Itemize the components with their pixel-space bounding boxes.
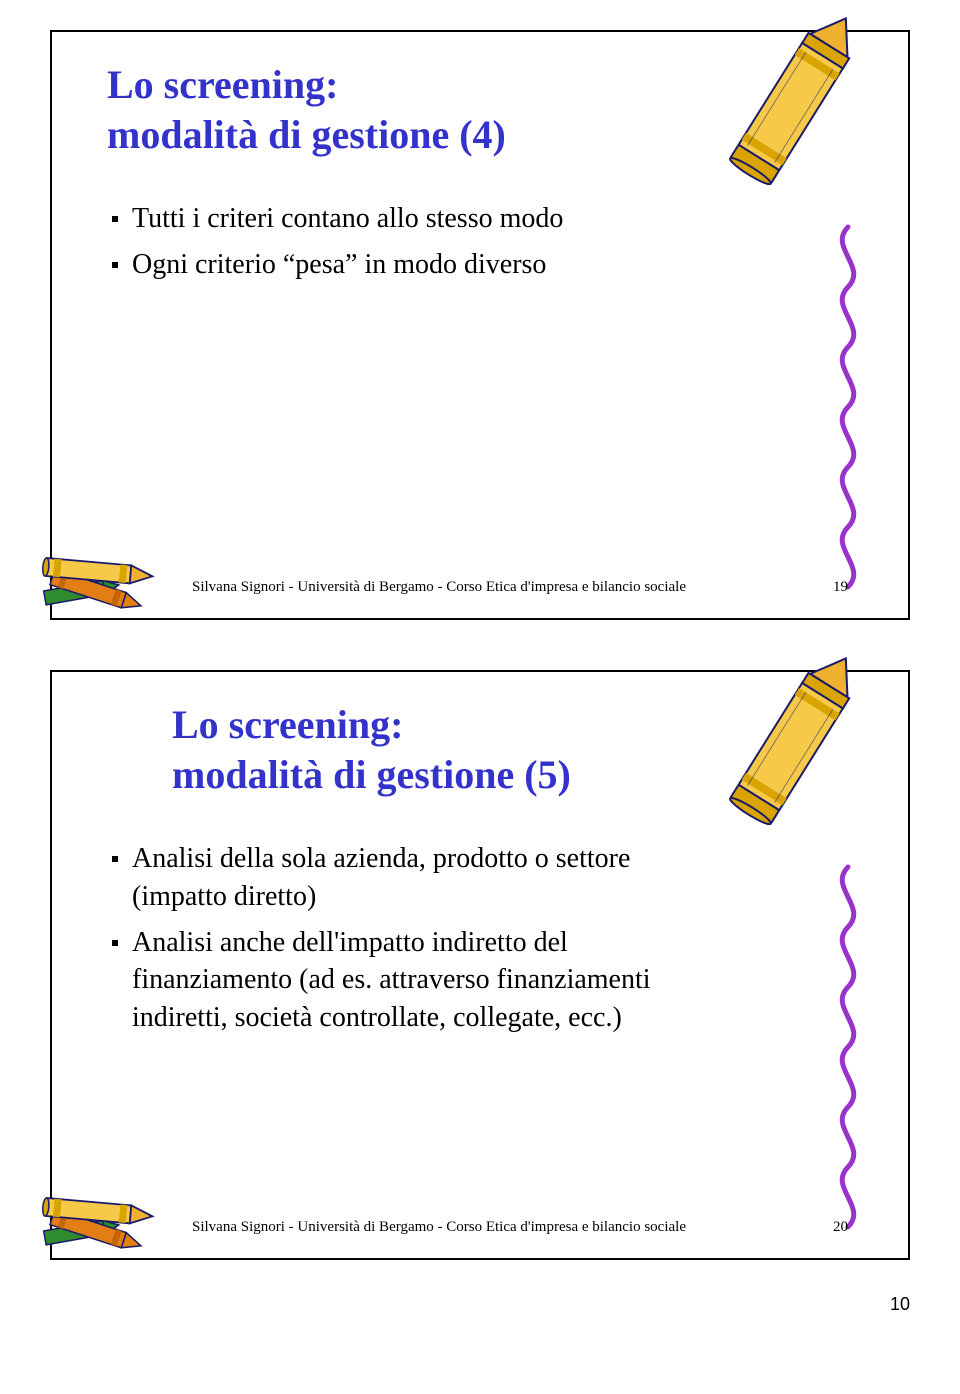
bullet-list: Tutti i criteri contano allo stesso modo…: [52, 170, 908, 284]
bullet-text: Analisi anche dell'impatto indiretto del…: [132, 924, 688, 1037]
bullet-dot-icon: [112, 262, 118, 268]
crayon-group-icon: [37, 1169, 187, 1264]
footer-text: Silvana Signori - Università di Bergamo …: [192, 579, 686, 596]
bullet-text: Analisi della sola azienda, prodotto o s…: [132, 840, 688, 916]
bullet-item: Ogni criterio “pesa” in modo diverso: [112, 246, 708, 284]
crayon-group-icon: [37, 529, 187, 624]
slide-footer: Silvana Signori - Università di Bergamo …: [192, 579, 848, 596]
bullet-dot-icon: [112, 940, 118, 946]
slide-footer: Silvana Signori - Università di Bergamo …: [192, 1219, 848, 1236]
footer-text: Silvana Signori - Università di Bergamo …: [192, 1219, 686, 1236]
slide-number: 19: [833, 579, 848, 596]
bullet-text: Ogni criterio “pesa” in modo diverso: [132, 246, 546, 284]
slide-1: Lo screening: modalità di gestione (4) T…: [50, 30, 910, 620]
bullet-item: Analisi della sola azienda, prodotto o s…: [112, 840, 688, 916]
bullet-dot-icon: [112, 856, 118, 862]
bullet-item: Analisi anche dell'impatto indiretto del…: [112, 924, 688, 1037]
bullet-list: Analisi della sola azienda, prodotto o s…: [52, 810, 908, 1037]
slide-title: Lo screening: modalità di gestione (5): [52, 672, 908, 810]
slide-title: Lo screening: modalità di gestione (4): [52, 32, 908, 170]
bullet-text: Tutti i criteri contano allo stesso modo: [132, 200, 563, 238]
slide-number: 20: [833, 1219, 848, 1236]
page-number: 10: [890, 1294, 910, 1315]
handout-page: Lo screening: modalità di gestione (4) T…: [0, 0, 960, 1330]
slide-2: Lo screening: modalità di gestione (5) A…: [50, 670, 910, 1260]
bullet-item: Tutti i criteri contano allo stesso modo: [112, 200, 708, 238]
bullet-dot-icon: [112, 216, 118, 222]
